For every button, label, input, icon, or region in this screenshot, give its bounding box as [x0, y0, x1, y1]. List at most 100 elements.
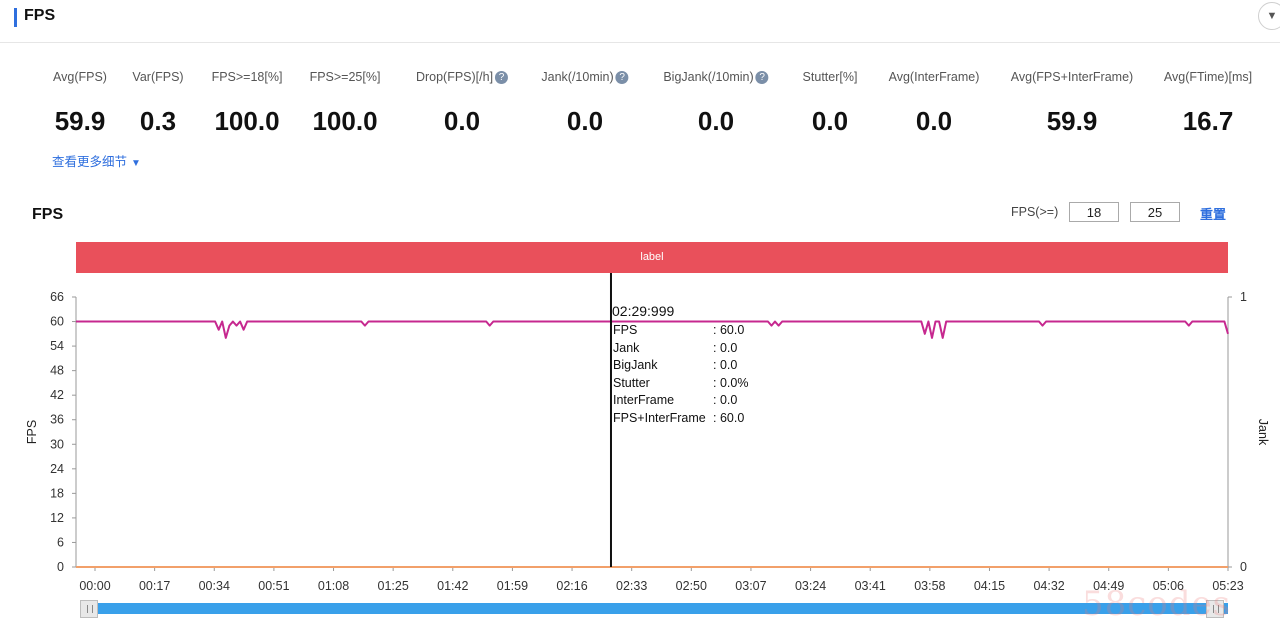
metric-value: 59.9	[1046, 106, 1098, 136]
metric-label: Jank(/10min)?	[541, 70, 629, 85]
y-tick-label: 12	[50, 511, 64, 525]
help-icon[interactable]: ?	[495, 71, 509, 85]
scene-label: label	[640, 251, 664, 263]
reset-button[interactable]: 重置	[1200, 207, 1227, 222]
help-icon[interactable]: ?	[755, 71, 769, 85]
y-tick-label: 60	[50, 315, 64, 329]
metric-value: 100.0	[214, 106, 280, 136]
threshold-label: FPS(>=)	[1011, 205, 1059, 219]
y-tick-label: 0	[57, 560, 64, 574]
x-tick-label: 01:08	[318, 579, 349, 593]
x-tick-label: 00:51	[258, 579, 289, 593]
x-tick-label: 03:41	[855, 579, 886, 593]
x-tick-label: 00:17	[139, 579, 170, 593]
show-more-details-label: 查看更多细节	[52, 155, 128, 169]
x-tick-label: 00:00	[79, 579, 110, 593]
fps-series-line	[76, 320, 1229, 339]
metric-label: Avg(InterFrame)	[889, 70, 980, 84]
metric-value: 0.0	[566, 106, 604, 136]
slider-handle-start[interactable]	[80, 600, 98, 618]
x-tick-label: 03:58	[914, 579, 945, 593]
show-more-details-link[interactable]: 查看更多细节 ▼	[52, 151, 141, 170]
y-tick-label: 30	[50, 437, 64, 451]
metric-label: Avg(FTime)[ms]	[1164, 70, 1252, 84]
y2-axis-label: Jank	[1256, 419, 1270, 446]
threshold-input-2[interactable]	[1130, 202, 1180, 222]
tooltip-row-name: FPS+InterFrame	[613, 411, 706, 425]
y-tick-label: 66	[50, 290, 64, 304]
tooltip-row-value: : 0.0	[713, 358, 738, 373]
metric-value: 16.7	[1182, 106, 1234, 136]
tooltip-row-name: Jank	[613, 340, 640, 355]
metric-label-text: Avg(FTime)[ms]	[1163, 70, 1253, 84]
y-axis-label: FPS	[25, 420, 39, 444]
x-tick-label: 01:25	[378, 579, 409, 593]
metric-label-text: Avg(FPS+InterFrame)	[1010, 70, 1134, 84]
x-tick-label: 02:16	[556, 579, 587, 593]
metric-label-text: Stutter[%]	[802, 70, 858, 84]
tooltip-time: 02:29:999	[612, 303, 675, 319]
x-tick-label: 00:34	[199, 579, 230, 593]
x-tick-label: 01:59	[497, 579, 528, 593]
x-tick-label: 03:07	[735, 579, 766, 593]
metric-label: Var(FPS)	[132, 70, 183, 84]
tooltip-row-name: InterFrame	[613, 393, 675, 408]
metric-label-text: Avg(InterFrame)	[888, 70, 980, 84]
x-tick-label: 05:23	[1212, 579, 1243, 593]
y2-tick-label: 1	[1240, 290, 1247, 304]
metric-label: Stutter[%]	[803, 70, 858, 84]
metric-label: BigJank(/10min)?	[663, 70, 769, 85]
y-tick-label: 18	[50, 486, 64, 500]
metric-value: 59.9	[54, 106, 106, 136]
x-tick-label: 02:33	[616, 579, 647, 593]
metric-label: FPS>=18[%]	[212, 70, 283, 84]
y-tick-label: 42	[50, 388, 64, 402]
tooltip-row-name: Stutter	[613, 375, 650, 390]
x-tick-label: 04:49	[1093, 579, 1124, 593]
y-tick-label: 24	[50, 462, 64, 476]
tooltip-row-value: : 0.0	[713, 393, 738, 408]
watermark: 58codes	[1082, 584, 1232, 624]
y-tick-label: 48	[50, 364, 64, 378]
metric-value: 100.0	[312, 106, 378, 136]
scene-label-band[interactable]: label	[76, 242, 1228, 273]
time-range-slider[interactable]	[80, 603, 1228, 614]
metric-label-text: Drop(FPS)[/h]	[415, 70, 494, 84]
metric-label-text: Avg(FPS)	[53, 70, 107, 84]
caret-down-icon: ▼	[131, 158, 141, 169]
y-tick-label: 54	[50, 339, 64, 353]
y-tick-label: 36	[50, 413, 64, 427]
tooltip-row-value: : 0.0%	[713, 375, 749, 390]
slider-handle-end[interactable]	[1206, 600, 1224, 618]
header-accent-bar	[14, 8, 17, 27]
threshold-input-1[interactable]	[1069, 202, 1119, 222]
metric-label: Drop(FPS)[/h]?	[415, 70, 509, 85]
metric-value: 0.3	[139, 106, 177, 136]
metric-label: Avg(FPS)	[53, 70, 107, 84]
y2-tick-label: 0	[1240, 560, 1247, 574]
x-tick-label: 04:32	[1033, 579, 1064, 593]
x-tick-label: 05:06	[1153, 579, 1184, 593]
collapse-button[interactable]: ▼	[1258, 2, 1280, 30]
tooltip-row-name: FPS	[613, 323, 638, 337]
tooltip-row-value: : 60.0	[713, 323, 745, 337]
panel-title: FPS	[24, 7, 56, 24]
chart-title: FPS	[32, 206, 64, 223]
x-tick-label: 01:42	[437, 579, 468, 593]
x-tick-label: 02:50	[676, 579, 707, 593]
metric-label-text: Var(FPS)	[132, 70, 184, 84]
metric-label: Avg(FPS+InterFrame)	[1011, 70, 1133, 84]
metric-value: 0.0	[915, 106, 953, 136]
tooltip-row-name: BigJank	[613, 358, 658, 373]
metric-value: 0.0	[443, 106, 481, 136]
help-icon[interactable]: ?	[615, 71, 629, 85]
metric-value: 0.0	[811, 106, 849, 136]
metric-label-text: Jank(/10min)	[541, 70, 614, 84]
metric-value: 0.0	[697, 106, 735, 136]
chevron-down-icon: ▼	[1266, 10, 1278, 22]
y-tick-label: 6	[57, 535, 64, 549]
metric-label: FPS>=25[%]	[310, 70, 381, 84]
metric-label-text: FPS>=18[%]	[211, 70, 283, 84]
tooltip-row-value: : 0.0	[713, 340, 738, 355]
